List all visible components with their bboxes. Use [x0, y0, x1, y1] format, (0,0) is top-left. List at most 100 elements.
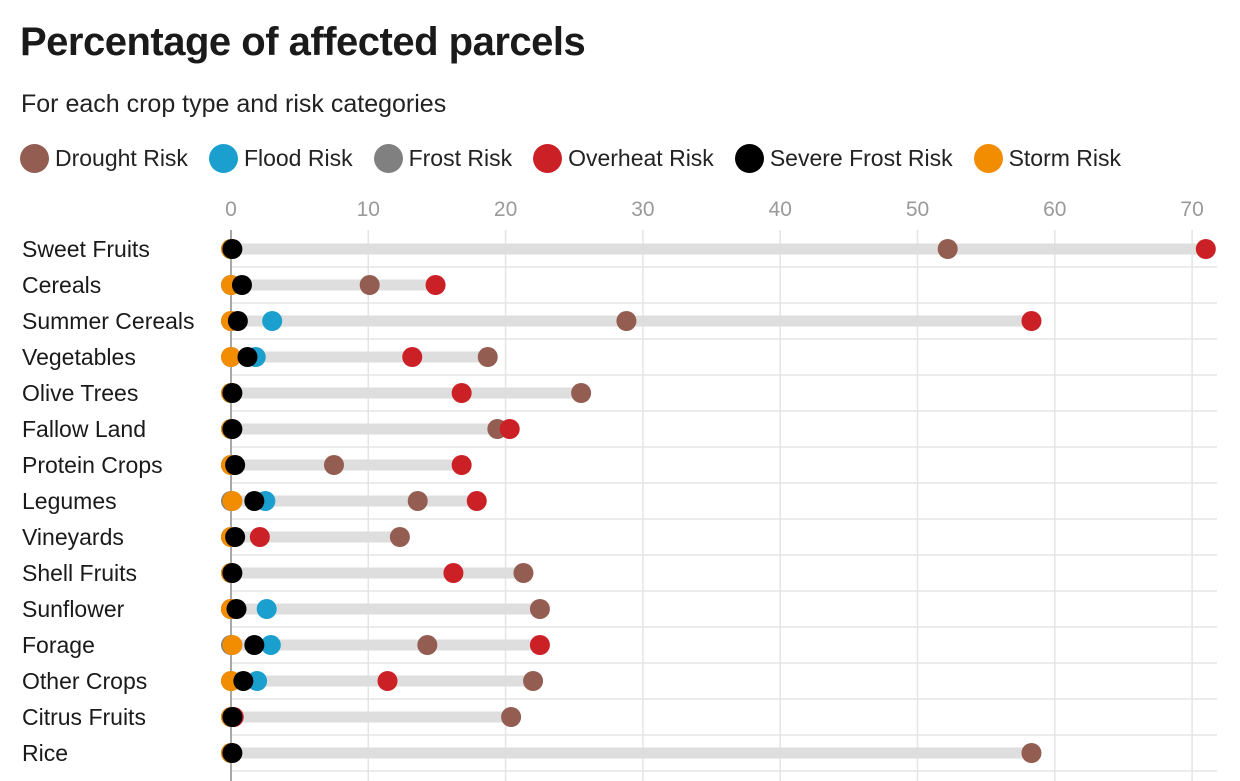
category-label: Fallow Land — [22, 416, 146, 442]
x-tick-label: 70 — [1180, 198, 1203, 221]
dot-overheat-risk — [1195, 239, 1216, 259]
dot-drought-risk — [616, 311, 637, 331]
category-label: Forage — [22, 632, 95, 658]
x-tick-label: 40 — [769, 198, 792, 221]
legend-item-overheat-risk: Overheat Risk — [533, 144, 714, 173]
category-label: Rice — [22, 740, 68, 766]
dot-drought-risk — [417, 635, 438, 655]
x-tick-label: 50 — [906, 198, 929, 221]
dot-drought-risk — [523, 671, 544, 691]
category-label: Cereals — [22, 272, 101, 298]
legend-label: Storm Risk — [1008, 145, 1122, 171]
dot-drought-risk — [1021, 743, 1042, 763]
dot-drought-risk — [501, 707, 522, 727]
legend-item-drought-risk: Drought Risk — [20, 144, 188, 173]
dot-overheat-risk — [377, 671, 398, 691]
legend-label: Severe Frost Risk — [769, 145, 953, 171]
dot-overheat-risk — [402, 347, 423, 367]
dot-drought-risk — [389, 527, 410, 547]
x-tick-label: 10 — [357, 198, 380, 221]
dot-overheat-risk — [451, 455, 472, 475]
dot-flood-risk — [256, 599, 277, 619]
row-sweet-fruits: Sweet Fruits — [22, 236, 1216, 262]
row-rice: Rice — [22, 740, 1042, 766]
category-label: Vineyards — [22, 524, 124, 550]
dot-overheat-risk — [529, 635, 550, 655]
dot-overheat-risk — [499, 419, 520, 439]
dot-severe-frost-risk — [225, 455, 246, 475]
dot-severe-frost-risk — [222, 239, 243, 259]
dot-flood-risk — [247, 671, 268, 691]
legend-label: Frost Risk — [408, 145, 513, 171]
category-label: Vegetables — [22, 344, 136, 370]
dot-severe-frost-risk — [222, 419, 243, 439]
dot-severe-frost-risk — [244, 635, 265, 655]
category-label: Protein Crops — [22, 452, 163, 478]
row-protein-crops: Protein Crops — [22, 452, 472, 478]
category-label: Summer Cereals — [22, 308, 195, 334]
dot-drought-risk — [529, 599, 550, 619]
legend-marker-overheat-risk — [533, 144, 563, 173]
category-label: Olive Trees — [22, 380, 138, 406]
row-forage: Forage — [22, 632, 550, 658]
legend-item-severe-frost-risk: Severe Frost Risk — [734, 144, 953, 173]
dot-severe-frost-risk — [222, 743, 243, 763]
category-label: Legumes — [22, 488, 117, 514]
category-label: Other Crops — [22, 668, 147, 694]
row-vegetables: Vegetables — [22, 344, 498, 370]
row-fallow-land: Fallow Land — [22, 416, 520, 442]
dot-drought-risk — [477, 347, 498, 367]
dot-drought-risk — [571, 383, 592, 403]
x-tick-label: 20 — [494, 198, 517, 221]
row-olive-trees: Olive Trees — [22, 380, 592, 406]
x-tick-label: 60 — [1043, 198, 1066, 221]
dot-severe-frost-risk — [233, 671, 254, 691]
chart-title: Percentage of affected parcels — [20, 20, 586, 64]
dot-flood-risk — [262, 311, 283, 331]
dot-severe-frost-risk — [244, 491, 265, 511]
dot-severe-frost-risk — [231, 275, 252, 295]
row-sunflower: Sunflower — [22, 596, 550, 622]
dot-overheat-risk — [443, 563, 464, 583]
dot-drought-risk — [937, 239, 958, 259]
row-other-crops: Other Crops — [22, 668, 544, 694]
row-citrus-fruits: Citrus Fruits — [22, 704, 522, 730]
chart-subtitle: For each crop type and risk categories — [21, 90, 447, 118]
dot-severe-frost-risk — [237, 347, 258, 367]
legend-item-frost-risk: Frost Risk — [373, 144, 513, 173]
legend-item-flood-risk: Flood Risk — [208, 144, 353, 173]
dot-drought-risk — [323, 455, 344, 475]
dot-drought-risk — [407, 491, 428, 511]
dot-flood-risk — [260, 635, 281, 655]
dot-severe-frost-risk — [227, 311, 248, 331]
dot-drought-risk — [513, 563, 534, 583]
dot-severe-frost-risk — [226, 599, 247, 619]
dot-severe-frost-risk — [225, 527, 246, 547]
row-legumes: Legumes — [22, 488, 487, 514]
row-gridlines — [231, 266, 1217, 772]
row-cereals: Cereals — [22, 272, 446, 298]
dot-severe-frost-risk — [222, 707, 243, 727]
legend-marker-frost-risk — [373, 144, 403, 173]
category-label: Shell Fruits — [22, 560, 137, 586]
x-tick-label: 0 — [225, 198, 237, 221]
legend-marker-drought-risk — [20, 144, 49, 173]
category-label: Sweet Fruits — [22, 236, 150, 262]
dot-severe-frost-risk — [222, 383, 243, 403]
legend-label: Flood Risk — [243, 145, 353, 171]
category-label: Citrus Fruits — [22, 704, 146, 730]
dot-storm-risk — [221, 347, 241, 367]
legend-label: Drought Risk — [55, 145, 188, 171]
legend-marker-storm-risk — [973, 144, 1003, 173]
dot-overheat-risk — [466, 491, 487, 511]
dot-plot: 0 10 20 30 40 50 60 70 Sweet Fruits Cereals Summer… — [22, 198, 1217, 781]
legend: Drought Risk Flood Risk Frost Risk Overheat… — [20, 144, 1142, 173]
dot-drought-risk — [359, 275, 380, 295]
dot-storm-risk — [222, 491, 243, 511]
legend-label: Overheat Risk — [568, 145, 714, 171]
dot-overheat-risk — [1021, 311, 1042, 331]
row-shell-fruits: Shell Fruits — [22, 560, 534, 586]
dot-severe-frost-risk — [222, 563, 243, 583]
row-summer-cereals: Summer Cereals — [22, 308, 1042, 334]
category-label: Sunflower — [22, 596, 125, 622]
